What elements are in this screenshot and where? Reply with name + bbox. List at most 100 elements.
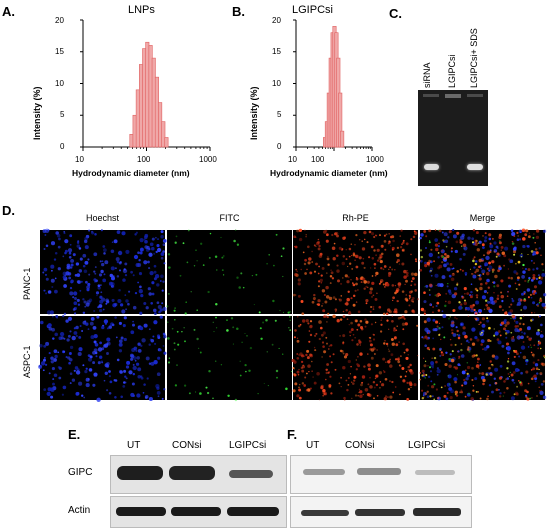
fluorescence-spot — [482, 273, 485, 275]
fluorescence-spot — [68, 352, 72, 355]
fluorescence-spot — [487, 338, 491, 343]
fluorescence-spot — [114, 302, 118, 307]
fluorescence-spot — [287, 311, 290, 314]
fluorescence-spot — [289, 316, 291, 318]
fluorescence-spot — [429, 395, 432, 398]
fluorescence-spot — [444, 362, 448, 367]
fluorescence-spot — [124, 273, 128, 277]
fluorescence-spot — [153, 320, 158, 325]
fluorescence-spot — [179, 274, 182, 277]
fluorescence-spot — [499, 334, 502, 337]
fluorescence-spot — [488, 366, 491, 370]
fluorescence-spot — [153, 277, 157, 281]
fluorescence-spot — [297, 282, 301, 286]
fluorescence-spot — [472, 257, 475, 260]
panel-a-xtick: 100 — [137, 155, 151, 164]
wb-band — [413, 508, 461, 516]
fluorescence-spot — [336, 254, 339, 257]
fluorescence-spot — [159, 348, 162, 352]
fluorescence-spot — [325, 285, 329, 290]
fluorescence-spot — [380, 252, 384, 256]
fluorescence-spot — [533, 262, 535, 264]
fluorescence-spot — [143, 260, 148, 265]
fluorescence-spot — [492, 281, 494, 283]
wb-band — [229, 470, 273, 478]
fluorescence-spot — [488, 269, 491, 272]
fluorescence-spot — [488, 383, 492, 387]
fluorescence-spot — [151, 246, 155, 251]
fluorescence-spot — [384, 286, 386, 288]
fluorescence-spot — [537, 359, 540, 362]
fluorescence-spot — [294, 273, 298, 277]
fluorescence-spot — [185, 301, 187, 303]
fluorescence-spot — [162, 243, 166, 246]
fluorescence-spot — [296, 353, 299, 355]
fluorescence-spot — [374, 297, 378, 301]
fluorescence-spot — [322, 345, 325, 348]
fluorescence-spot — [453, 287, 458, 291]
fluorescence-spot — [419, 236, 422, 240]
fluorescence-spot — [522, 263, 525, 267]
fluorescence-spot — [313, 334, 317, 337]
fluorescence-spot — [386, 345, 389, 347]
fluorescence-spot — [133, 346, 138, 351]
fluorescence-spot — [526, 359, 529, 362]
fluorescence-spot — [479, 282, 483, 286]
fluorescence-spot — [519, 381, 522, 384]
fluorescence-spot — [438, 327, 441, 330]
fluorescence-spot — [391, 315, 393, 317]
fluorescence-spot — [533, 285, 538, 289]
fluorescence-spot — [486, 345, 490, 349]
fluorescence-spot — [313, 270, 317, 273]
fluorescence-spot — [101, 325, 105, 330]
fluorescence-spot — [72, 253, 76, 257]
fluorescence-spot — [344, 399, 346, 401]
fluorescence-spot — [106, 337, 111, 342]
fluorescence-spot — [355, 319, 358, 323]
fluorescence-spot — [449, 353, 452, 356]
fluorescence-spot — [153, 308, 157, 313]
fluorescence-spot — [430, 274, 433, 277]
fluorescence-spot — [539, 390, 541, 392]
fluorescence-spot — [400, 229, 403, 232]
fluorescence-spot — [360, 383, 363, 387]
fluorescence-spot — [452, 234, 457, 239]
fluorescence-spot — [238, 286, 241, 289]
fluorescence-spot — [537, 329, 540, 332]
fluorescence-spot — [154, 274, 160, 279]
fluorescence-spot — [401, 249, 405, 252]
fluorescence-spot — [82, 298, 85, 301]
fluorescence-spot — [303, 262, 307, 266]
fluorescence-spot — [365, 320, 369, 324]
panel-b-chart — [293, 19, 373, 151]
fluorescence-spot — [392, 296, 395, 300]
fluorescence-spot — [137, 281, 139, 284]
fluorescence-spot — [359, 325, 364, 330]
fluorescence-spot — [428, 349, 430, 351]
fluorescence-spot — [103, 248, 107, 252]
fluorescence-spot — [525, 229, 529, 233]
fluorescence-spot — [407, 354, 409, 356]
fluorescence-spot — [88, 368, 93, 372]
fluorescence-spot — [363, 238, 366, 241]
fluorescence-spot — [392, 299, 394, 301]
fluorescence-spot — [99, 260, 102, 263]
fluorescence-spot — [184, 340, 186, 343]
fluorescence-spot — [457, 334, 461, 337]
fluorescence-spot — [156, 391, 161, 395]
fluorescence-spot — [162, 306, 167, 312]
fluorescence-spot — [414, 272, 418, 277]
fluorescence-spot — [526, 245, 530, 248]
fluorescence-spot — [81, 330, 84, 332]
fluorescence-spot — [108, 392, 112, 395]
fluorescence-spot — [363, 230, 367, 235]
fluorescence-spot — [462, 331, 466, 336]
fluorescence-spot — [321, 289, 326, 293]
fluorescence-spot — [373, 249, 376, 252]
fluorescence-spot — [327, 255, 329, 258]
fluorescence-spot — [358, 256, 362, 260]
fluorescence-spot — [454, 393, 457, 396]
fluorescence-spot — [87, 357, 93, 362]
fluorescence-spot — [109, 380, 113, 384]
fluorescence-spot — [428, 229, 432, 233]
